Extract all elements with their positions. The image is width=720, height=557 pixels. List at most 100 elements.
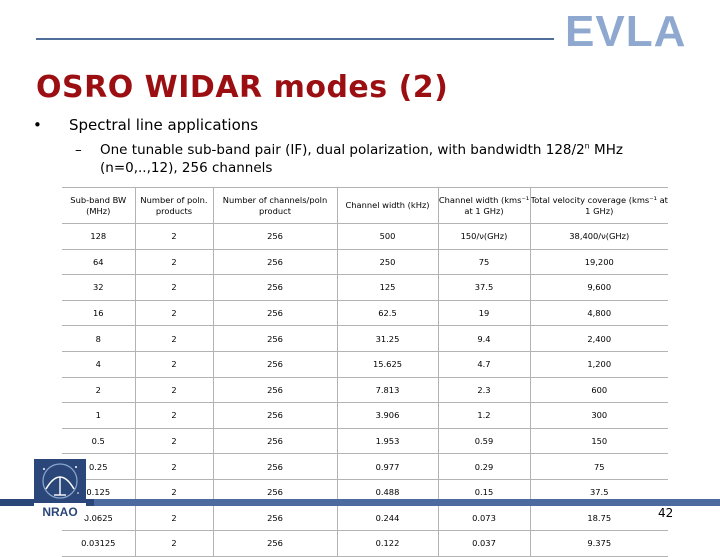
table-cell: 256 [213,223,338,250]
table-cell: 0.5 [62,428,136,455]
bullet-level2-pre: One tunable sub-band pair (IF), dual pol… [100,142,585,158]
table-cell: 256 [213,325,338,352]
table-cell: 256 [213,505,338,532]
table-row: 128 2 256 500 150/ν(GHz) 38,400/ν(GHz) [62,223,668,250]
bullet-level2-sup: n [584,141,590,151]
table-cell: 256 [213,402,338,429]
header-subband-bw: Sub-band BW (MHz) [62,187,136,224]
bullet-level1: • Spectral line applications [33,116,258,134]
table-body: 128 2 256 500 150/ν(GHz) 38,400/ν(GHz) 64 2 256 2… [62,223,668,557]
table-cell: 250 [337,249,439,276]
table-cell: 37.5 [438,274,531,301]
table-row: 8 2 256 31.25 9.4 2,400 [62,325,668,352]
table-cell: 256 [213,377,338,404]
table-cell: 1.953 [337,428,439,455]
table-cell: 256 [213,249,338,276]
table-cell: 0.03125 [62,530,136,557]
header-poln-products: Number of poln. products [135,187,214,224]
table-row: 16 2 256 62.5 19 4,800 [62,300,668,327]
table-row: 64 2 256 250 75 19,200 [62,249,668,276]
table-cell: 2 [135,300,214,327]
table-cell: 1.2 [438,402,531,429]
table-cell: 18.75 [530,505,668,532]
bullet-dash-icon: – [75,142,82,158]
table-cell: 2 [135,453,214,480]
table-row: 2 2 256 7.813 2.3 600 [62,377,668,404]
table-cell: 4 [62,351,136,378]
table-row: 32 2 256 125 37.5 9,600 [62,274,668,301]
table-cell: 38,400/ν(GHz) [530,223,668,250]
bullet-dot-icon: • [33,116,42,134]
table-cell: 75 [438,249,531,276]
bullet-level1-text: Spectral line applications [69,116,259,134]
table-cell: 15.625 [337,351,439,378]
table-cell: 150 [530,428,668,455]
table-cell: 9,600 [530,274,668,301]
table-cell: 0.29 [438,453,531,480]
table-cell: 2 [135,530,214,557]
header-channels: Number of channels/poln product [213,187,338,224]
nrao-logo: NRAO [34,459,86,519]
footer-bar [0,499,720,506]
header-channel-width-khz: Channel width (kHz) [337,187,439,224]
table-row: 0.5 2 256 1.953 0.59 150 [62,428,668,455]
table-cell: 9.4 [438,325,531,352]
table-cell: 256 [213,300,338,327]
table-row: 0.03125 2 256 0.122 0.037 9.375 [62,530,668,557]
table-cell: 2 [135,223,214,250]
table-cell: 2.3 [438,377,531,404]
table-cell: 2 [135,274,214,301]
table-cell: 0.073 [438,505,531,532]
table-row: 4 2 256 15.625 4.7 1,200 [62,351,668,378]
table-cell: 3.906 [337,402,439,429]
table-cell: 256 [213,274,338,301]
table-cell: 0.244 [337,505,439,532]
table-cell: 75 [530,453,668,480]
table-cell: 7.813 [337,377,439,404]
table-cell: 32 [62,274,136,301]
bullet-level2-post: MHz (n=0,..,12), 256 channels [100,142,623,176]
table-cell: 2 [135,377,214,404]
slide-title: OSRO WIDAR modes (2) [36,70,449,105]
header-velocity-coverage: Total velocity coverage (kms⁻¹ at 1 GHz) [530,187,668,224]
table-cell: 2 [62,377,136,404]
table-cell: 2 [135,428,214,455]
bullet-level2-text: One tunable sub-band pair (IF), dual pol… [100,141,640,177]
table-cell: 62.5 [337,300,439,327]
table-cell: 16 [62,300,136,327]
table-cell: 2,400 [530,325,668,352]
table-cell: 0.59 [438,428,531,455]
table-cell: 4.7 [438,351,531,378]
table-cell: 0.122 [337,530,439,557]
widar-modes-table: Sub-band BW (MHz) Number of poln. produc… [62,187,668,557]
table-header-row: Sub-band BW (MHz) Number of poln. produc… [62,187,668,224]
table-cell: 4,800 [530,300,668,327]
table-cell: 2 [135,505,214,532]
table-cell: 600 [530,377,668,404]
table-cell: 19,200 [530,249,668,276]
table-cell: 1 [62,402,136,429]
table-cell: 256 [213,351,338,378]
nrao-logo-text: NRAO [42,505,77,519]
table-cell: 9.375 [530,530,668,557]
table-row: 0.125 2 256 0.488 0.15 37.5 [62,479,668,506]
page-number: 42 [658,506,674,520]
table-row: 0.0625 2 256 0.244 0.073 18.75 [62,505,668,532]
table-cell: 2 [135,249,214,276]
evla-logo: EVLA [565,7,687,56]
table-cell: 0.037 [438,530,531,557]
header-rule [36,38,554,40]
table-cell: 500 [337,223,439,250]
table-cell: 256 [213,453,338,480]
table-row: 1 2 256 3.906 1.2 300 [62,402,668,429]
table-cell: 19 [438,300,531,327]
table-cell: 8 [62,325,136,352]
table-cell: 125 [337,274,439,301]
table-cell: 1,200 [530,351,668,378]
table-cell: 64 [62,249,136,276]
table-cell: 256 [213,428,338,455]
table-cell: 256 [213,530,338,557]
table-cell: 150/ν(GHz) [438,223,531,250]
table-cell: 2 [135,402,214,429]
table-cell: 0.977 [337,453,439,480]
